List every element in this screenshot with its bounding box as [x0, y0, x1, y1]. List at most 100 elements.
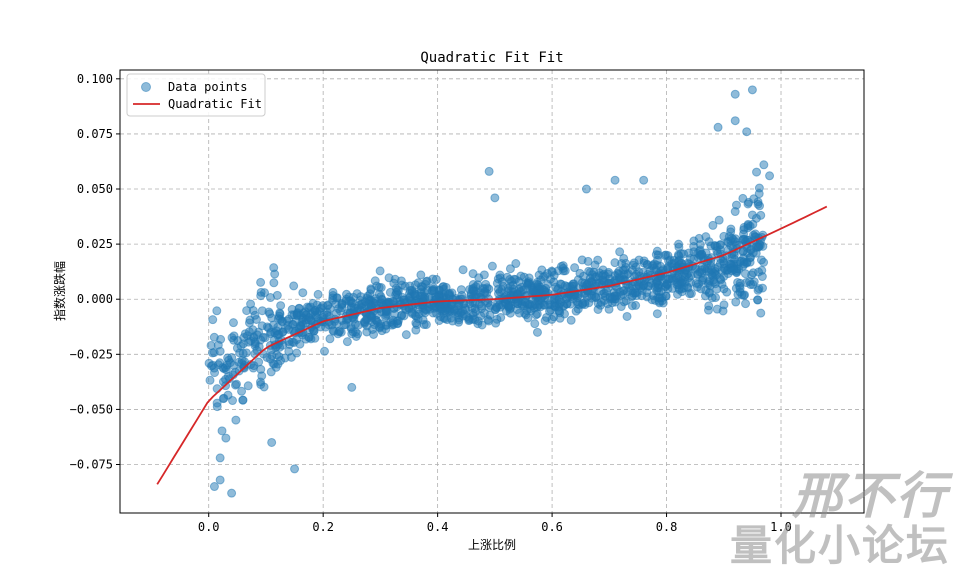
- data-point: [223, 390, 233, 400]
- data-point: [342, 337, 352, 347]
- data-point: [301, 334, 311, 344]
- data-point: [490, 193, 500, 203]
- data-point: [692, 282, 702, 292]
- y-tick-label: 0.000: [77, 292, 113, 306]
- chart-title: Quadratic Fit Fit: [420, 50, 563, 66]
- data-point: [652, 255, 662, 265]
- data-point: [255, 377, 265, 387]
- data-point: [445, 289, 455, 299]
- data-point: [456, 294, 466, 304]
- data-point: [639, 280, 649, 290]
- data-point: [727, 233, 737, 243]
- data-point: [741, 299, 751, 309]
- data-point: [393, 318, 403, 328]
- data-point: [227, 333, 237, 343]
- data-point: [505, 264, 515, 274]
- data-point: [209, 363, 219, 373]
- data-point: [747, 210, 757, 220]
- data-point: [257, 321, 267, 331]
- data-point: [381, 324, 391, 334]
- data-point: [745, 257, 755, 267]
- data-point: [487, 261, 497, 271]
- data-point: [756, 255, 766, 265]
- data-point: [266, 367, 276, 377]
- y-tick-label: 0.050: [77, 182, 113, 196]
- data-point: [289, 281, 299, 291]
- data-point: [701, 285, 711, 295]
- data-point: [473, 280, 483, 290]
- data-point: [473, 319, 483, 329]
- data-point: [642, 287, 652, 297]
- data-point: [205, 375, 215, 385]
- data-point: [706, 241, 716, 251]
- data-point: [212, 306, 222, 316]
- data-point: [384, 273, 394, 283]
- fit-series: [156, 205, 828, 485]
- plot-frame: [119, 69, 865, 514]
- data-point: [298, 288, 308, 298]
- data-point: [366, 285, 376, 295]
- data-point: [215, 453, 225, 463]
- data-point: [626, 286, 636, 296]
- data-point: [228, 318, 238, 328]
- data-point: [540, 271, 550, 281]
- data-point: [751, 248, 761, 258]
- data-point: [719, 271, 729, 281]
- data-point: [674, 256, 684, 266]
- data-point: [610, 175, 620, 185]
- data-point: [520, 297, 530, 307]
- data-point: [224, 355, 234, 365]
- data-point: [664, 274, 674, 284]
- watermark-line1: 邢不行: [792, 467, 948, 525]
- data-point: [212, 398, 222, 408]
- x-axis: 0.0 0.2 0.4 0.6 0.8 1.0: [198, 513, 792, 534]
- legend-label-quadratic-fit: Quadratic Fit: [168, 97, 262, 111]
- data-point: [421, 305, 431, 315]
- data-point: [756, 308, 766, 318]
- x-axis-label: 上涨比例: [468, 537, 516, 552]
- data-point: [414, 309, 424, 319]
- data-point: [577, 255, 587, 265]
- data-point: [217, 426, 227, 436]
- data-point: [347, 382, 357, 392]
- legend-box: [126, 73, 266, 117]
- data-point: [719, 300, 729, 310]
- data-point: [549, 270, 559, 280]
- data-point: [458, 265, 468, 275]
- data-point: [492, 314, 502, 324]
- data-point: [627, 301, 637, 311]
- data-point: [267, 351, 277, 361]
- data-point: [290, 464, 300, 474]
- data-point: [733, 277, 743, 287]
- data-point: [570, 263, 580, 273]
- data-point: [267, 437, 277, 447]
- data-point: [532, 327, 542, 337]
- data-point: [256, 277, 266, 287]
- data-point: [236, 341, 246, 351]
- data-point: [619, 270, 629, 280]
- data-point: [587, 293, 597, 303]
- data-point: [738, 234, 748, 244]
- legend-label-data-points: Data points: [168, 80, 247, 94]
- data-point: [256, 291, 266, 301]
- data-point: [286, 352, 296, 362]
- data-point: [267, 313, 277, 323]
- data-point: [754, 183, 764, 193]
- data-point: [511, 259, 521, 269]
- data-point: [748, 280, 758, 290]
- data-point: [367, 313, 377, 323]
- data-point: [554, 306, 564, 316]
- data-point: [652, 246, 662, 256]
- data-point: [731, 297, 741, 307]
- y-tick-label: −0.075: [70, 458, 113, 472]
- data-point: [375, 266, 385, 276]
- data-point: [689, 236, 699, 246]
- data-point: [292, 335, 302, 345]
- data-point: [607, 294, 617, 304]
- data-point: [554, 295, 564, 305]
- x-tick-label: 0.8: [656, 520, 678, 534]
- data-point: [709, 277, 719, 287]
- data-point: [619, 297, 629, 307]
- data-point: [322, 310, 332, 320]
- data-point: [680, 277, 690, 287]
